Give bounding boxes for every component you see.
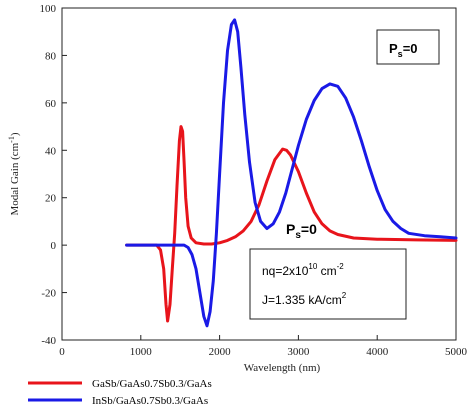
current-density-label: J=1.335 kA/cm2 <box>262 291 347 307</box>
y-tick-label: 60 <box>45 98 57 110</box>
ps-label-curve: Ps=0 <box>286 221 317 241</box>
parameter-box: nq=2x1010 cm-2 J=1.335 kA/cm2 <box>249 248 407 320</box>
y-tick-label: 100 <box>40 3 57 15</box>
y-tick-label: 0 <box>51 240 57 252</box>
legend-label-insb: InSb/GaAs0.7Sb0.3/GaAs <box>92 395 208 407</box>
ps-box-top-right: Ps=0 <box>376 29 440 65</box>
y-tick-label: 80 <box>45 50 57 62</box>
series-line-1 <box>125 18 458 328</box>
x-tick-label: 2000 <box>209 346 232 358</box>
y-tick-label: -20 <box>41 288 56 300</box>
x-axis: 0 1000 2000 3000 4000 5000 <box>59 335 468 358</box>
x-tick-label: 3000 <box>287 346 310 358</box>
legend: GaSb/GaAs0.7Sb0.3/GaAs InSb/GaAs0.7Sb0.3… <box>28 378 212 407</box>
y-tick-label: 40 <box>45 145 57 157</box>
y-axis: -40 -20 0 20 40 60 80 100 <box>40 3 67 347</box>
x-tick-label: 1000 <box>130 346 153 358</box>
density-label: nq=2x1010 cm-2 <box>262 262 344 278</box>
y-axis-title: Modal Gain (cm-1) <box>7 132 21 215</box>
y-tick-label: 20 <box>45 193 57 205</box>
x-tick-label: 5000 <box>445 346 468 358</box>
y-tick-label: -40 <box>41 335 56 347</box>
x-tick-label: 4000 <box>366 346 389 358</box>
x-axis-title: Wavelength (nm) <box>244 362 321 374</box>
legend-label-gasb: GaSb/GaAs0.7Sb0.3/GaAs <box>92 378 212 390</box>
x-tick-label: 0 <box>59 346 65 358</box>
ps-label-top: Ps=0 <box>389 41 418 59</box>
series-lines <box>125 18 458 328</box>
series-line-0 <box>125 125 458 323</box>
